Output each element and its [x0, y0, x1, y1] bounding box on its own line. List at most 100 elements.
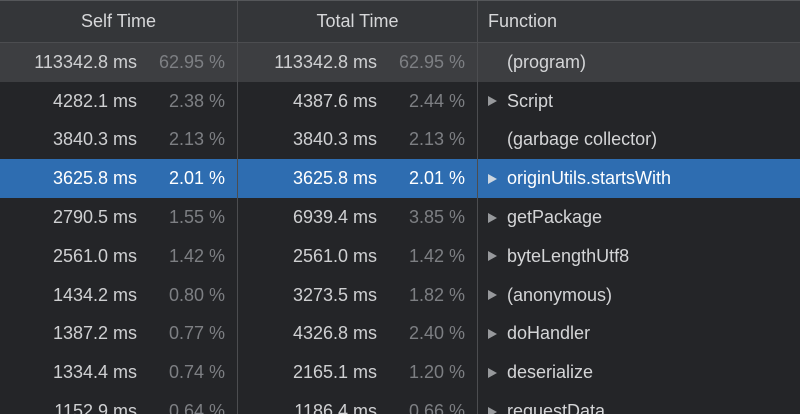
function-name: Script: [507, 90, 554, 111]
function-cell: deserialize: [478, 353, 800, 392]
self-time-value: 3840.3 ms: [52, 129, 137, 150]
self-time-value: 1434.2 ms: [52, 284, 137, 305]
column-header-total-time-label: Total Time: [316, 11, 399, 31]
expand-arrow-icon[interactable]: [488, 121, 507, 160]
function-name: originUtils.startsWith: [507, 168, 672, 189]
total-time-percent: 2.44 %: [408, 90, 465, 111]
self-time-percent: 0.80 %: [168, 284, 225, 305]
self-time-value: 113342.8 ms: [34, 51, 137, 72]
total-time-value: 1186.4 ms: [294, 401, 377, 414]
self-time-value: 1387.2 ms: [52, 323, 137, 344]
self-time-cell: 1152.9 ms 0.64 %: [0, 392, 238, 414]
total-time-value: 3625.8 ms: [292, 168, 377, 189]
column-header-self-time-label: Self Time: [80, 11, 157, 31]
total-time-value: 3273.5 ms: [292, 284, 377, 305]
total-time-percent: 62.95 %: [398, 51, 465, 72]
table-row[interactable]: 1434.2 ms 0.80 % 3273.5 ms 1.82 % (anony…: [0, 275, 800, 315]
column-header-self-time[interactable]: Self Time: [0, 1, 238, 42]
total-time-value: 6939.4 ms: [292, 207, 377, 228]
total-time-value: 4326.8 ms: [292, 323, 377, 344]
total-time-percent: 2.40 %: [408, 323, 465, 344]
self-time-value: 3625.8 ms: [52, 168, 137, 189]
function-cell: (garbage collector): [478, 121, 800, 160]
total-time-cell: 2165.1 ms 1.20 %: [238, 353, 478, 393]
self-time-cell: 2790.5 ms 1.55 %: [0, 198, 238, 237]
function-cell: requestData: [478, 392, 800, 414]
self-time-cell: 1334.4 ms 0.74 %: [0, 353, 238, 393]
total-time-cell: 3273.5 ms 1.82 %: [238, 275, 478, 315]
total-time-percent: 1.20 %: [408, 362, 465, 383]
self-time-cell: 1434.2 ms 0.80 %: [0, 275, 238, 315]
expand-arrow-icon[interactable]: [488, 315, 507, 354]
grid-body: 113342.8 ms 62.95 % 113342.8 ms 62.95 % …: [0, 43, 800, 414]
table-row[interactable]: 2561.0 ms 1.42 % 2561.0 ms 1.42 % byteLe…: [0, 236, 800, 276]
total-time-value: 2561.0 ms: [292, 245, 377, 266]
total-time-value: 4387.6 ms: [292, 90, 377, 111]
expand-arrow-icon[interactable]: [488, 43, 507, 82]
function-name: (anonymous): [507, 284, 613, 305]
self-time-percent: 2.13 %: [168, 129, 225, 150]
function-cell: originUtils.startsWith: [478, 159, 800, 198]
expand-arrow-icon[interactable]: [488, 392, 507, 414]
function-name: requestData: [507, 401, 606, 414]
self-time-percent: 0.74 %: [168, 362, 225, 383]
function-cell: getPackage: [478, 198, 800, 237]
expand-arrow-icon[interactable]: [488, 159, 507, 198]
total-time-value: 3840.3 ms: [292, 129, 377, 150]
total-time-percent: 1.42 %: [408, 245, 465, 266]
self-time-percent: 0.77 %: [168, 323, 225, 344]
total-time-cell: 2561.0 ms 1.42 %: [238, 236, 478, 276]
total-time-percent: 0.66 %: [408, 401, 465, 414]
function-name: deserialize: [507, 362, 594, 383]
self-time-cell: 2561.0 ms 1.42 %: [0, 236, 238, 276]
column-header-total-time[interactable]: Total Time: [238, 1, 478, 42]
table-row[interactable]: 1334.4 ms 0.74 % 2165.1 ms 1.20 % deseri…: [0, 353, 800, 393]
total-time-percent: 3.85 %: [408, 207, 465, 228]
total-time-cell: 4326.8 ms 2.40 %: [238, 314, 478, 354]
function-name: (garbage collector): [507, 129, 658, 150]
self-time-value: 1334.4 ms: [52, 362, 137, 383]
self-time-percent: 62.95 %: [158, 51, 225, 72]
grid-header: Self Time Total Time Function: [0, 1, 800, 43]
self-time-cell: 3840.3 ms 2.13 %: [0, 120, 238, 160]
function-name: doHandler: [507, 323, 591, 344]
table-row[interactable]: 1387.2 ms 0.77 % 4326.8 ms 2.40 % doHand…: [0, 314, 800, 354]
total-time-cell: 113342.8 ms 62.95 %: [238, 43, 478, 82]
total-time-cell: 3625.8 ms 2.01 %: [238, 159, 478, 199]
column-header-function[interactable]: Function: [478, 1, 800, 42]
self-time-value: 1152.9 ms: [54, 401, 137, 414]
expand-arrow-icon[interactable]: [488, 82, 507, 121]
table-row[interactable]: 3625.8 ms 2.01 % 3625.8 ms 2.01 % origin…: [0, 159, 800, 199]
self-time-percent: 2.38 %: [168, 90, 225, 111]
self-time-value: 2790.5 ms: [52, 207, 137, 228]
self-time-percent: 2.01 %: [168, 168, 225, 189]
function-cell: Script: [478, 82, 800, 121]
total-time-cell: 1186.4 ms 0.66 %: [238, 392, 478, 414]
self-time-cell: 113342.8 ms 62.95 %: [0, 43, 238, 82]
self-time-percent: 1.55 %: [168, 207, 225, 228]
table-row[interactable]: 2790.5 ms 1.55 % 6939.4 ms 3.85 % getPac…: [0, 198, 800, 237]
total-time-cell: 6939.4 ms 3.85 %: [238, 198, 478, 237]
function-cell: doHandler: [478, 315, 800, 354]
total-time-percent: 1.82 %: [408, 284, 465, 305]
column-header-function-label: Function: [488, 11, 558, 31]
table-row[interactable]: 4282.1 ms 2.38 % 4387.6 ms 2.44 % Script: [0, 81, 800, 121]
table-row[interactable]: 3840.3 ms 2.13 % 3840.3 ms 2.13 % (garba…: [0, 120, 800, 160]
table-row[interactable]: 113342.8 ms 62.95 % 113342.8 ms 62.95 % …: [0, 43, 800, 82]
function-name: byteLengthUtf8: [507, 245, 630, 266]
expand-arrow-icon[interactable]: [488, 353, 507, 392]
self-time-percent: 0.64 %: [168, 401, 225, 414]
total-time-cell: 4387.6 ms 2.44 %: [238, 81, 478, 121]
expand-arrow-icon[interactable]: [488, 198, 507, 237]
expand-arrow-icon[interactable]: [488, 276, 507, 315]
self-time-value: 4282.1 ms: [52, 90, 137, 111]
self-time-cell: 4282.1 ms 2.38 %: [0, 81, 238, 121]
function-name: (program): [507, 51, 587, 72]
total-time-percent: 2.13 %: [408, 129, 465, 150]
total-time-value: 2165.1 ms: [292, 362, 377, 383]
total-time-value: 113342.8 ms: [274, 51, 377, 72]
function-name: getPackage: [507, 207, 603, 228]
expand-arrow-icon[interactable]: [488, 237, 507, 276]
table-row[interactable]: 1152.9 ms 0.64 % 1186.4 ms 0.66 % reques…: [0, 392, 800, 414]
